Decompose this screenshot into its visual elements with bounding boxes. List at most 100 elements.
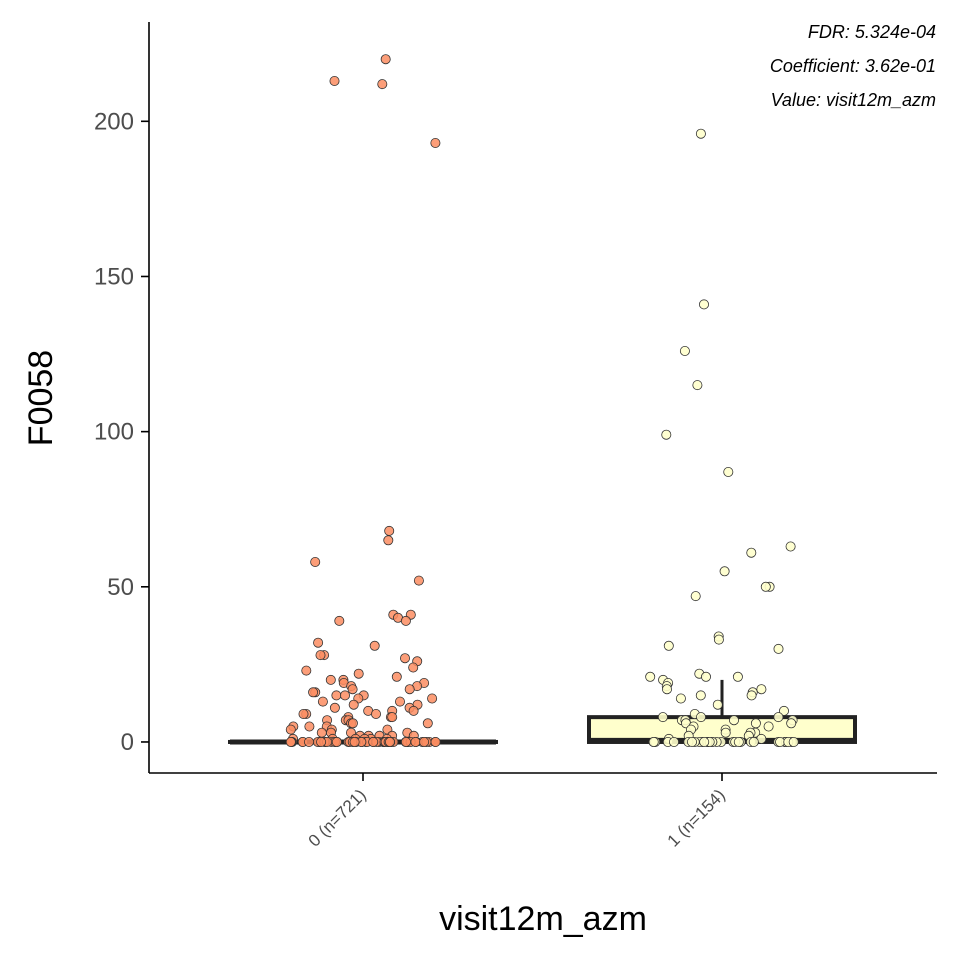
data-point [408,662,419,673]
data-point [750,718,761,729]
y-tick-label: 50 [107,574,134,601]
data-point [699,299,710,310]
data-point [384,525,395,536]
data-point [422,718,433,729]
data-point [310,557,321,568]
y-axis-title: F0058 [22,350,60,446]
data-point [732,671,743,682]
data-point [331,737,342,748]
data-point [713,634,724,645]
y-tick-label: 0 [121,729,134,756]
data-point [712,699,723,710]
annotation-fdr: FDR: 5.324e-04 [808,22,936,42]
data-point [400,615,411,626]
data-point [313,637,324,648]
data-point [773,643,784,654]
data-point [329,702,340,713]
x-ticks: 0 (n=721) 1 (n=154) [305,773,729,851]
annotations: FDR: 5.324e-04 Coefficient: 3.62e-01 Val… [770,22,936,110]
data-point [329,76,340,87]
data-point [746,547,757,558]
data-point [701,671,712,682]
data-point [679,345,690,356]
data-point [427,693,438,704]
data-point [303,737,314,748]
data-point [430,137,441,148]
axes [148,22,937,774]
data-point [285,737,296,748]
data-point [729,715,740,726]
data-point [377,79,388,90]
data-point [316,737,327,748]
data-point [391,671,402,682]
data-point [347,684,358,695]
data-point [723,466,734,477]
data-point [408,705,419,716]
data-point [692,380,703,391]
data-point [699,737,710,748]
data-point [430,737,441,748]
data-point [788,737,799,748]
annotation-value: Value: visit12m_azm [771,90,936,110]
data-point [394,696,405,707]
data-point [387,712,398,723]
data-point [325,674,336,685]
data-point [383,535,394,546]
data-point [308,687,319,698]
data-point [657,712,668,723]
x-tick-label: 0 (n=721) [305,785,370,850]
data-point [719,566,730,577]
data-point [662,684,673,695]
data-point [301,665,312,676]
data-point [748,737,759,748]
data-point [645,671,656,682]
data-point [669,737,680,748]
data-point [779,705,790,716]
data-point [763,721,774,732]
y-tick-label: 200 [94,108,134,135]
group-1 [587,128,857,748]
data-point [304,721,315,732]
data-point [339,690,350,701]
data-point [285,724,296,735]
data-point [760,581,771,592]
data-point [410,737,421,748]
data-point [733,737,744,748]
data-point [400,737,411,748]
annotation-coefficient: Coefficient: 3.62e-01 [770,56,936,76]
group-0 [228,54,498,748]
y-ticks: 0 50 100 150 200 [94,108,149,756]
data-point [298,709,309,720]
data-point [695,690,706,701]
y-tick-label: 100 [94,419,134,446]
data-point [720,727,731,738]
data-point [331,690,342,701]
data-point [384,737,395,748]
data-point [785,541,796,552]
data-point [696,712,707,723]
data-point [380,54,391,65]
x-axis-title: visit12m_azm [439,900,647,938]
data-point [413,575,424,586]
data-point [347,718,358,729]
data-point [786,718,797,729]
data-point [368,737,379,748]
data-point [675,693,686,704]
data-point [334,615,345,626]
data-point [661,429,672,440]
data-point [690,591,701,602]
data-point [349,737,360,748]
data-point [756,684,767,695]
data-point [370,709,381,720]
data-point [695,128,706,139]
plot-area [228,54,857,748]
data-point [315,650,326,661]
data-point [317,696,328,707]
data-point [663,640,674,651]
data-point [404,684,415,695]
data-point [687,737,698,748]
data-point [648,737,659,748]
data-point [419,737,430,748]
data-point [353,668,364,679]
